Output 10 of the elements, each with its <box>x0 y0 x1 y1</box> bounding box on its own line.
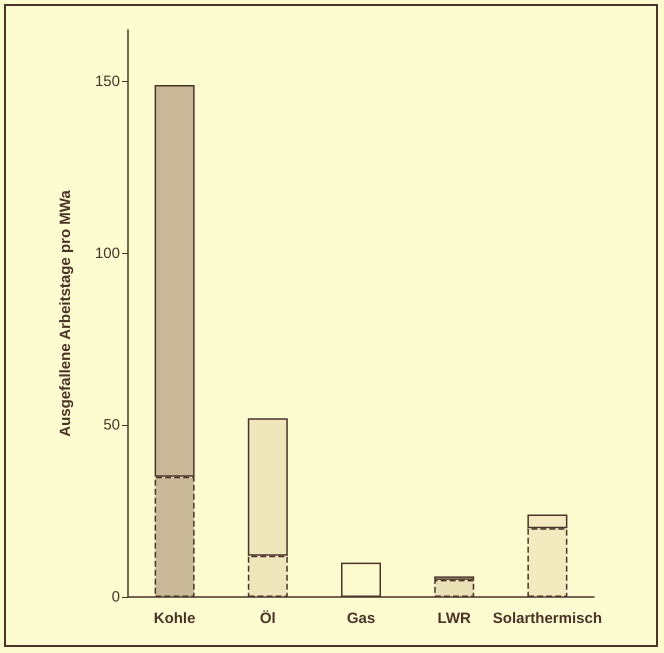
y-tick-label: 150 <box>94 73 120 90</box>
y-tick-label: 0 <box>112 588 120 606</box>
y-tick-label: 100 <box>94 244 120 262</box>
y-axis-title: Ausgefallene Arbeitstage pro MWa <box>57 190 74 437</box>
x-tick-label: Solarthermisch <box>492 610 602 627</box>
x-tick-label: Gas <box>346 610 376 627</box>
x-tick-label: Öl <box>260 610 276 627</box>
y-tick-label: 50 <box>103 416 120 434</box>
x-tick-label: Kohle <box>154 610 196 627</box>
x-tick-label: LWR <box>438 610 472 627</box>
